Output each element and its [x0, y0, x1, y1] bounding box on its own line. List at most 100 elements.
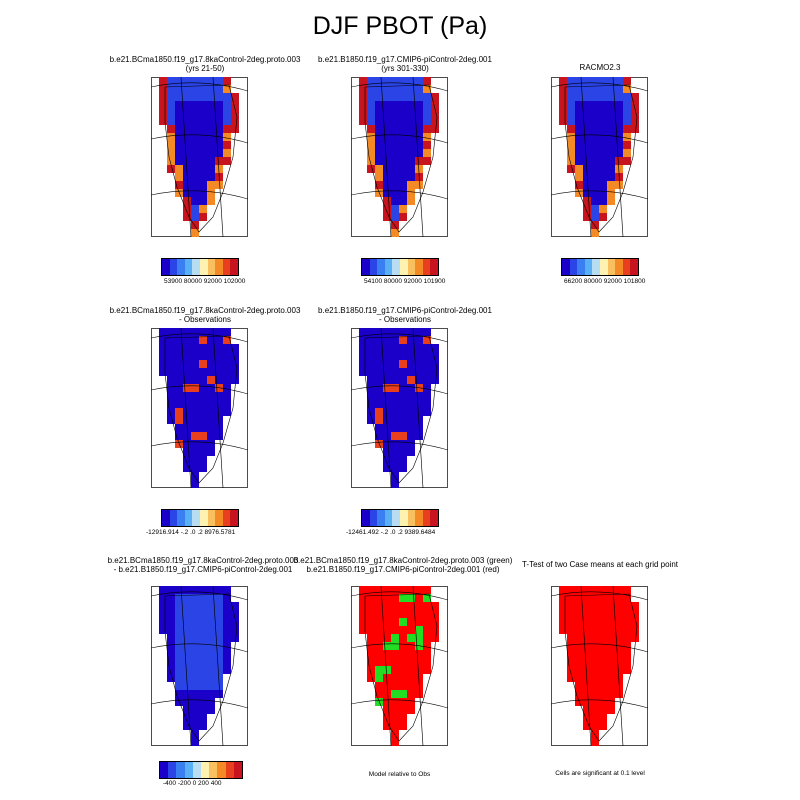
- map-cell: [223, 586, 231, 594]
- map-cell: [423, 594, 431, 602]
- map-cell: [191, 432, 199, 440]
- map-cell: [159, 77, 167, 85]
- map-cell: [175, 149, 183, 157]
- map-cell: [383, 618, 391, 626]
- map-cell: [559, 77, 567, 85]
- map-cell: [183, 205, 191, 213]
- map-cell: [591, 77, 599, 85]
- map-cell: [407, 384, 415, 392]
- map-cell: [183, 197, 191, 205]
- map-cell: [399, 213, 407, 221]
- graticule-line: [551, 134, 648, 144]
- map-cell: [375, 384, 383, 392]
- map-cell: [559, 602, 567, 610]
- map-cell: [623, 109, 631, 117]
- map-cell: [183, 634, 191, 642]
- map-cell: [175, 658, 183, 666]
- map-cell: [391, 189, 399, 197]
- map-cell: [223, 133, 231, 141]
- map-cell: [407, 189, 415, 197]
- colorbar-swatch: [192, 259, 200, 275]
- map-cell: [183, 336, 191, 344]
- graticule-line: [412, 328, 424, 488]
- map-cell: [415, 368, 423, 376]
- map-cell: [167, 141, 175, 149]
- colorbar-swatch: [392, 259, 400, 275]
- map-cell: [215, 336, 223, 344]
- map-cell: [591, 181, 599, 189]
- map-cell: [191, 368, 199, 376]
- map-cell: [191, 610, 199, 618]
- map-cell: [607, 117, 615, 125]
- map-cell: [567, 586, 575, 594]
- map-cell: [399, 360, 407, 368]
- map-cell: [207, 165, 215, 173]
- map-cell: [199, 165, 207, 173]
- map-cell: [415, 610, 423, 618]
- map-cell: [391, 610, 399, 618]
- map-cell: [407, 698, 415, 706]
- map-cell: [399, 674, 407, 682]
- map-cell: [375, 690, 383, 698]
- map-cell: [399, 602, 407, 610]
- map-cell: [391, 400, 399, 408]
- map-cell: [367, 618, 375, 626]
- map-cell: [575, 141, 583, 149]
- graticule-line: [580, 586, 592, 746]
- map-cell: [591, 117, 599, 125]
- map-cell: [567, 618, 575, 626]
- map-cell: [191, 165, 199, 173]
- map-cell: [207, 416, 215, 424]
- graticule-line: [380, 77, 392, 237]
- map-cell: [207, 626, 215, 634]
- map-cell: [191, 360, 199, 368]
- map-cell: [167, 368, 175, 376]
- map-cell: [367, 117, 375, 125]
- map-cell: [191, 352, 199, 360]
- map-cell: [399, 181, 407, 189]
- map-cell: [591, 738, 599, 746]
- map-cell: [607, 189, 615, 197]
- colorbar-swatch: [225, 762, 234, 778]
- map-cell: [607, 674, 615, 682]
- map-cell: [399, 376, 407, 384]
- map-cell: [399, 93, 407, 101]
- map-cell: [415, 586, 423, 594]
- map-cell: [567, 117, 575, 125]
- map-cell: [199, 674, 207, 682]
- map-cell: [623, 117, 631, 125]
- coastline: [364, 335, 438, 484]
- map-cell: [167, 352, 175, 360]
- map-cell: [223, 392, 231, 400]
- colorbar-swatch: [222, 259, 231, 275]
- map-cell: [399, 706, 407, 714]
- map-cell: [583, 610, 591, 618]
- map-cell: [199, 117, 207, 125]
- panel-4-map: [151, 328, 248, 488]
- map-cell: [183, 658, 191, 666]
- map-cell: [423, 85, 431, 93]
- map-cell: [199, 642, 207, 650]
- map-cell: [231, 344, 239, 352]
- map-cell: [359, 117, 367, 125]
- panel-1-title-line1: b.e21.BCma1850.f19_g17.8kaControl-2deg.p…: [109, 55, 301, 64]
- map-cell: [559, 618, 567, 626]
- map-cell: [575, 93, 583, 101]
- map-cell: [375, 416, 383, 424]
- map-cell: [583, 650, 591, 658]
- map-cell: [383, 634, 391, 642]
- map-cell: [207, 109, 215, 117]
- map-cell: [623, 642, 631, 650]
- map-cell: [399, 448, 407, 456]
- map-cell: [631, 634, 639, 642]
- map-cell: [191, 602, 199, 610]
- map-cell: [199, 336, 207, 344]
- map-cell: [223, 658, 231, 666]
- map-cell: [199, 157, 207, 165]
- map-cell: [431, 618, 439, 626]
- map-cell: [375, 586, 383, 594]
- map-cell: [207, 698, 215, 706]
- map-cell: [583, 714, 591, 722]
- map-cell: [399, 392, 407, 400]
- map-cell: [223, 376, 231, 384]
